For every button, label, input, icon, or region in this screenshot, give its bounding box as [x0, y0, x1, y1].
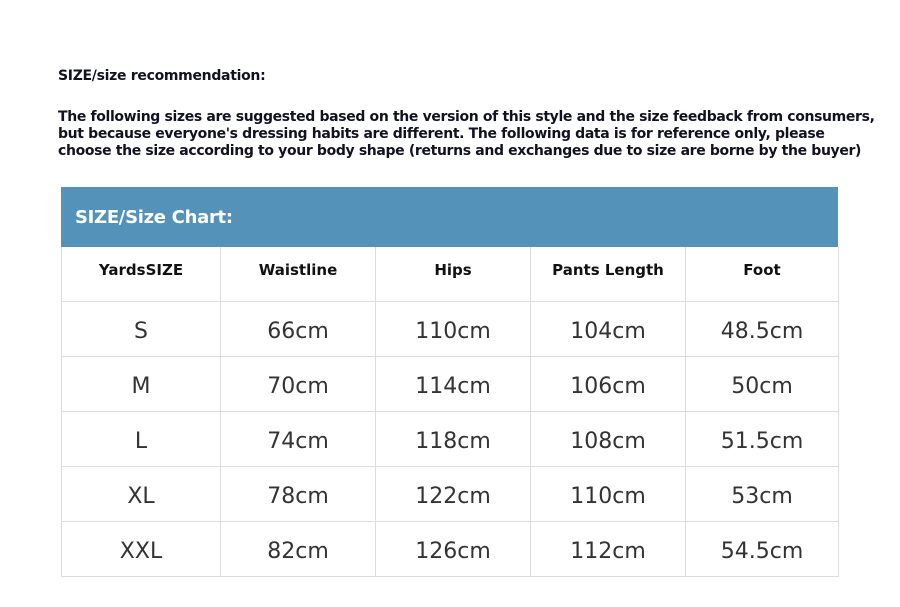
table-cell: 82cm: [221, 522, 376, 577]
table-cell: 108cm: [531, 412, 686, 467]
table-cell: 78cm: [221, 467, 376, 522]
table-cell: 66cm: [221, 302, 376, 357]
table-cell: L: [62, 412, 221, 467]
column-header: Pants Length: [531, 247, 686, 302]
table-cell: 50cm: [686, 357, 839, 412]
size-chart-table: SIZE/Size Chart: YardsSIZE Waistline Hip…: [61, 187, 839, 577]
table-cell: XXL: [62, 522, 221, 577]
table-cell: 112cm: [531, 522, 686, 577]
table-cell: 51.5cm: [686, 412, 839, 467]
table-row: S 66cm 110cm 104cm 48.5cm: [61, 302, 839, 357]
table-cell: 104cm: [531, 302, 686, 357]
intro-text: The following sizes are suggested based …: [58, 109, 875, 160]
table-cell: 54.5cm: [686, 522, 839, 577]
table-row: L 74cm 118cm 108cm 51.5cm: [61, 412, 839, 467]
table-cell: M: [62, 357, 221, 412]
table-cell: 118cm: [376, 412, 531, 467]
table-cell: 114cm: [376, 357, 531, 412]
table-cell: 110cm: [376, 302, 531, 357]
table-cell: 74cm: [221, 412, 376, 467]
intro-line: choose the size according to your body s…: [58, 143, 862, 159]
table-row: XL 78cm 122cm 110cm 53cm: [61, 467, 839, 522]
table-cell: 53cm: [686, 467, 839, 522]
table-cell: S: [62, 302, 221, 357]
intro-line: but because everyone's dressing habits a…: [58, 126, 825, 142]
table-cell: 110cm: [531, 467, 686, 522]
column-header: Waistline: [221, 247, 376, 302]
table-row: M 70cm 114cm 106cm 50cm: [61, 357, 839, 412]
column-header: Hips: [376, 247, 531, 302]
table-cell: 126cm: [376, 522, 531, 577]
table-cell: 48.5cm: [686, 302, 839, 357]
column-header: YardsSIZE: [62, 247, 221, 302]
table-heading: SIZE/Size Chart:: [61, 187, 838, 247]
intro-line: The following sizes are suggested based …: [58, 109, 875, 125]
table-cell: 122cm: [376, 467, 531, 522]
table-cell: XL: [62, 467, 221, 522]
table-cell: 106cm: [531, 357, 686, 412]
table-cell: 70cm: [221, 357, 376, 412]
table-row: XXL 82cm 126cm 112cm 54.5cm: [61, 522, 839, 577]
column-header-row: YardsSIZE Waistline Hips Pants Length Fo…: [61, 247, 839, 302]
column-header: Foot: [686, 247, 839, 302]
section-title: SIZE/size recommendation:: [58, 68, 266, 84]
